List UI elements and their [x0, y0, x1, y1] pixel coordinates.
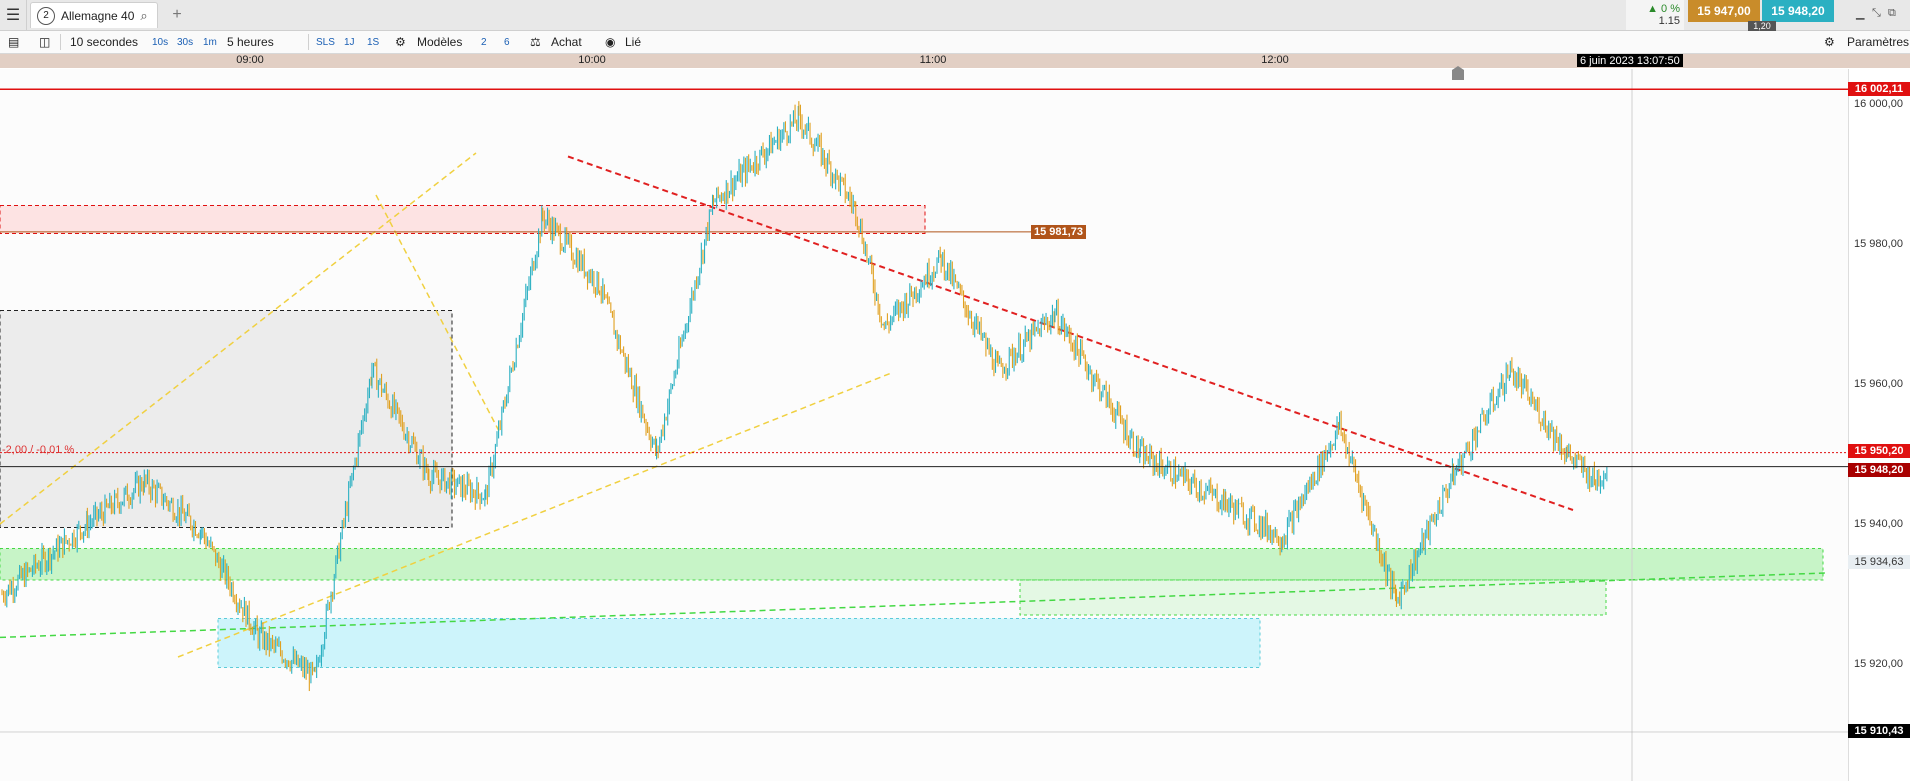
interval-10s[interactable]: 10s: [152, 36, 169, 48]
settings-gear-icon[interactable]: ⚙: [1824, 35, 1835, 49]
alert-marker-icon: [1452, 66, 1464, 80]
price-tick-label: 15 940,00: [1854, 518, 1903, 530]
popout-icon[interactable]: ⧉: [1888, 7, 1896, 19]
settings-button[interactable]: Paramètres: [1847, 35, 1910, 49]
current-price-badge: 15 948,20: [1848, 462, 1910, 477]
models-icon[interactable]: ⚙: [395, 35, 406, 49]
divider: [60, 34, 61, 50]
chart-toolbar: ▤ ◫ 10 secondes 10s 30s 1m 5 heures SLS …: [0, 31, 1910, 54]
blue-zone: [217, 618, 1261, 668]
time-axis: 09:00 10:00 11:00 12:00: [0, 54, 1910, 68]
demand-zone-extension: [1019, 579, 1607, 616]
support-price-badge: 15 934,63: [1848, 554, 1910, 569]
tab-title: Allemagne 40: [61, 8, 135, 23]
support-trendline: [0, 572, 1826, 639]
tab-allemagne-40[interactable]: 2 Allemagne 40 ⌕: [30, 2, 158, 28]
cursor-date-badge: 6 juin 2023 13:07:50: [1577, 54, 1683, 67]
price-tick-label: 16 000,00: [1854, 98, 1903, 110]
demand-zone: [0, 548, 1824, 581]
horizontal-line-price-label: 15 981,73: [1031, 224, 1086, 239]
price-tick-label: 15 980,00: [1854, 238, 1903, 250]
search-icon[interactable]: ⌕: [140, 7, 148, 23]
price-tick-label: 15 960,00: [1854, 378, 1903, 390]
divider: [308, 34, 309, 50]
buy-icon[interactable]: ⚖: [530, 35, 541, 49]
time-label: 12:00: [1261, 54, 1289, 66]
minimize-icon[interactable]: ▁: [1856, 8, 1865, 20]
layout-icon[interactable]: ◫: [39, 35, 51, 49]
button-1j[interactable]: 1J: [344, 36, 355, 48]
tab-number-badge: 2: [37, 6, 55, 25]
range-box: [0, 310, 453, 528]
price-tick-label: 15 920,00: [1854, 658, 1903, 670]
models-button[interactable]: Modèles: [417, 35, 463, 49]
volume-value: 1.15: [1658, 15, 1680, 27]
channel-top-line: [0, 152, 477, 525]
bottom-price-badge: 15 910,43: [1848, 723, 1910, 738]
sell-price-button[interactable]: 15 947,00: [1688, 0, 1760, 22]
button-1s[interactable]: 1S: [367, 36, 380, 48]
time-label: 10:00: [578, 54, 606, 66]
spread-badge: 1,20: [1748, 21, 1776, 31]
period-select[interactable]: 5 heures: [227, 35, 274, 49]
time-label: 09:00: [236, 54, 264, 66]
price-change: ▲ 0 %: [1647, 3, 1680, 15]
time-label: 11:00: [919, 54, 947, 66]
interval-1m[interactable]: 1m: [203, 36, 217, 48]
link-icon[interactable]: ◉: [605, 35, 616, 49]
shrink-icon[interactable]: ⤡: [1872, 7, 1881, 19]
supply-zone: [0, 205, 926, 234]
hamburger-menu-icon[interactable]: ☰: [0, 0, 27, 30]
linked-button[interactable]: Lié: [625, 35, 642, 49]
interval-30s[interactable]: 30s: [177, 36, 194, 48]
list-icon[interactable]: ▤: [8, 35, 20, 49]
channel-diagonal-line: [375, 194, 501, 434]
button-6[interactable]: 6: [504, 36, 510, 48]
buy-price-button[interactable]: 15 948,20: [1762, 0, 1834, 22]
button-sls[interactable]: SLS: [316, 36, 335, 48]
price-axis[interactable]: [1848, 69, 1910, 781]
add-tab-plus-icon[interactable]: +: [172, 6, 182, 23]
alert-price-badge: 15 950,20: [1848, 443, 1910, 458]
buy-button[interactable]: Achat: [551, 35, 582, 49]
alert-change-label: -2,00 / -0,01 %: [2, 443, 75, 456]
channel-bottom-line: [177, 372, 891, 658]
button-2[interactable]: 2: [481, 36, 487, 48]
price-change-panel: ▲ 0 % 1.15: [1626, 0, 1684, 30]
resistance-price-badge: 16 002,11: [1848, 82, 1910, 97]
interval-select[interactable]: 10 secondes: [70, 35, 139, 49]
top-bar: ☰ 2 Allemagne 40 ⌕ + ▲ 0 % 1.15 15 947,0…: [0, 0, 1910, 31]
